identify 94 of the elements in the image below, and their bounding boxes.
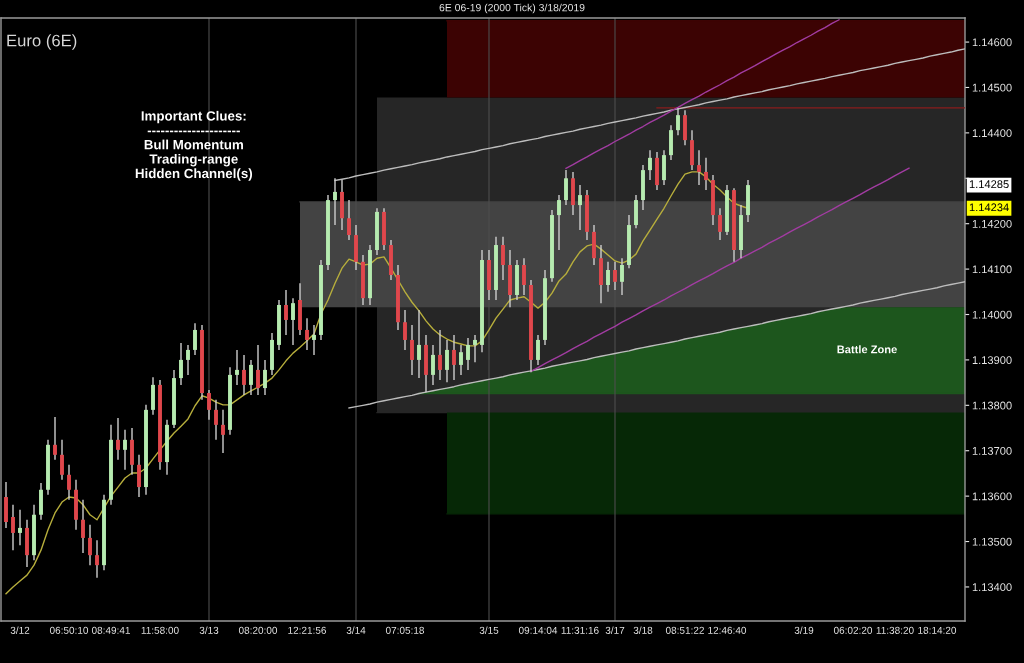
candlestick [95, 539, 99, 579]
chart-title: 6E 06-19 (2000 Tick) 3/18/2019 [439, 3, 585, 14]
y-tick-label: 1.13700 [972, 446, 1012, 455]
line-series [530, 167, 910, 372]
candlestick [18, 509, 22, 546]
candlestick [676, 107, 680, 136]
x-tick-label: 3/15 [479, 626, 499, 634]
candlestick [312, 324, 316, 356]
candlestick [67, 464, 71, 501]
candlestick [445, 339, 449, 383]
candlestick [235, 349, 239, 386]
x-tick-label: 3/13 [199, 626, 219, 634]
y-tick-label: 1.13400 [972, 583, 1012, 592]
candlestick [123, 429, 127, 471]
candlestick [256, 344, 260, 396]
candlestick [263, 359, 267, 396]
candlestick [186, 344, 190, 376]
text: Euro (6E) [7, 34, 77, 50]
candlestick [606, 261, 610, 293]
x-tick-label: 18:14:20 [918, 626, 957, 634]
candlestick [88, 524, 92, 566]
y-tick-label: 1.14600 [972, 38, 1012, 47]
text: 1.14234 [969, 203, 1009, 212]
candlestick [697, 149, 701, 186]
candlestick [501, 236, 505, 281]
candlestick [249, 359, 253, 396]
x-tick-label: 08:49:41 [91, 626, 130, 634]
candlestick [137, 454, 141, 498]
y-tick-label: 1.14100 [972, 265, 1012, 274]
x-tick-label: 06:02:20 [833, 626, 873, 634]
y-tick-label: 1.13900 [972, 356, 1012, 365]
line-series [565, 19, 840, 169]
line-series [348, 281, 965, 409]
x-tick-label: 09:14:04 [518, 626, 558, 634]
candlestick [60, 439, 64, 481]
candlestick [522, 257, 526, 296]
candlestick [536, 334, 540, 366]
x-tick-label: 07:05:18 [385, 626, 425, 634]
y-tick-label: 1.14400 [972, 129, 1012, 138]
candlestick [116, 417, 120, 461]
y-tick-label: 1.13500 [972, 537, 1012, 546]
candlestick [11, 504, 15, 551]
candlestick [291, 297, 295, 346]
candlestick [557, 194, 561, 251]
x-tick-label: 3/19 [794, 626, 814, 634]
candlestick [473, 334, 477, 363]
candlestick [452, 334, 456, 381]
candlestick [221, 409, 225, 454]
candlestick [214, 399, 218, 441]
text: Battle Zone [837, 345, 897, 354]
candlestick [648, 149, 652, 181]
candlestick [620, 257, 624, 296]
candlestick [417, 309, 421, 379]
candlestick [578, 184, 582, 231]
x-tick-label: 11:31:16 [561, 626, 599, 634]
x-tick-label: 08:20:00 [238, 626, 278, 634]
candlestick [410, 324, 414, 376]
x-tick-label: 12:21:56 [288, 626, 327, 634]
candlestick [564, 169, 568, 206]
candlestick [207, 389, 211, 421]
x-tick-label: 3/17 [605, 626, 625, 634]
x-tick-label: 11:58:00 [141, 626, 179, 634]
candlestick [333, 177, 337, 226]
candlestick [284, 289, 288, 336]
candlestick [466, 337, 470, 371]
candlestick [347, 199, 351, 241]
candlestick [179, 342, 183, 386]
y-tick-label: 1.14500 [972, 83, 1012, 92]
candlestick [613, 261, 617, 291]
candlestick [193, 322, 197, 356]
candlestick [305, 317, 309, 351]
x-tick-label: 12:46:40 [708, 626, 747, 634]
annotation: Important Clues: --------------------- Bull Momentum Trading-range Hidden Channel(s) [135, 110, 253, 181]
x-tick-label: 11:38:20 [876, 626, 914, 634]
text: 1.14285 [969, 180, 1009, 189]
y-tick-label: 1.13800 [972, 401, 1012, 410]
candlestick [53, 416, 57, 461]
candlestick [81, 499, 85, 554]
candlestick [242, 354, 246, 396]
candlestick [459, 344, 463, 376]
x-tick-label: 3/14 [346, 626, 366, 634]
candlestick [718, 207, 722, 241]
candlestick [431, 344, 435, 386]
x-tick-label: 06:50:10 [49, 626, 89, 634]
line-series [334, 48, 965, 182]
x-tick-label: 3/12 [10, 626, 30, 634]
x-tick-label: 08:51:22 [665, 626, 704, 634]
y-tick-label: 1.14200 [972, 219, 1012, 228]
y-tick-label: 1.13600 [972, 492, 1012, 501]
candlestick [438, 329, 442, 381]
candlestick [704, 157, 708, 191]
candlestick [403, 309, 407, 351]
x-tick-label: 3/18 [633, 626, 653, 634]
y-tick-label: 1.14000 [972, 310, 1012, 319]
